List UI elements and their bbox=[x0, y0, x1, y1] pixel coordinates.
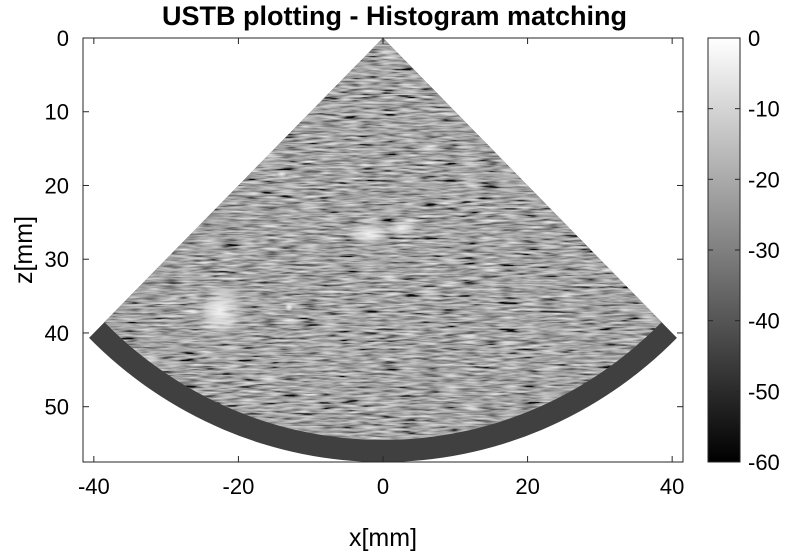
y-axis: 0 10 20 30 40 50 bbox=[45, 26, 683, 420]
colorbar-tick-label: -10 bbox=[748, 97, 780, 122]
y-tick-label: 50 bbox=[45, 395, 69, 420]
colorbar-tick-label: -30 bbox=[748, 238, 780, 263]
colorbar-ticks: 0 -10 -20 -30 -40 -50 -60 bbox=[708, 26, 780, 475]
x-tick-label: -40 bbox=[78, 474, 110, 499]
bright-region-1 bbox=[343, 222, 394, 245]
y-axis-label: z[mm] bbox=[10, 216, 38, 284]
y-tick-label: 10 bbox=[45, 100, 69, 125]
x-tick-label: 40 bbox=[660, 474, 684, 499]
colorbar-tick-label: -20 bbox=[748, 167, 780, 192]
colorbar-scale bbox=[707, 37, 741, 463]
bright-region-2 bbox=[383, 220, 420, 236]
x-tick-label: 0 bbox=[377, 474, 389, 499]
y-tick-label: 20 bbox=[45, 173, 69, 198]
x-tick-label: -20 bbox=[223, 474, 255, 499]
x-tick-label: 20 bbox=[515, 474, 539, 499]
ultrasound-image bbox=[89, 38, 677, 462]
y-tick-label: 0 bbox=[57, 26, 69, 51]
chart-title: USTB plotting - Histogram matching bbox=[162, 1, 627, 31]
colorbar-tick-label: -40 bbox=[748, 309, 780, 334]
colorbar-tick-label: -50 bbox=[748, 379, 780, 404]
bright-region-4 bbox=[276, 170, 288, 179]
bright-region-3 bbox=[284, 302, 294, 312]
colorbar-tick-label: 0 bbox=[748, 26, 760, 51]
y-tick-label: 40 bbox=[45, 321, 69, 346]
bright-region-0 bbox=[195, 281, 246, 341]
colorbar: 0 -10 -20 -30 -40 -50 -60 bbox=[707, 26, 780, 475]
x-axis: -40 -20 0 20 40 bbox=[78, 38, 684, 499]
colorbar-tick-label: -60 bbox=[748, 450, 780, 475]
y-tick-label: 30 bbox=[45, 247, 69, 272]
x-axis-label: x[mm] bbox=[349, 524, 417, 552]
